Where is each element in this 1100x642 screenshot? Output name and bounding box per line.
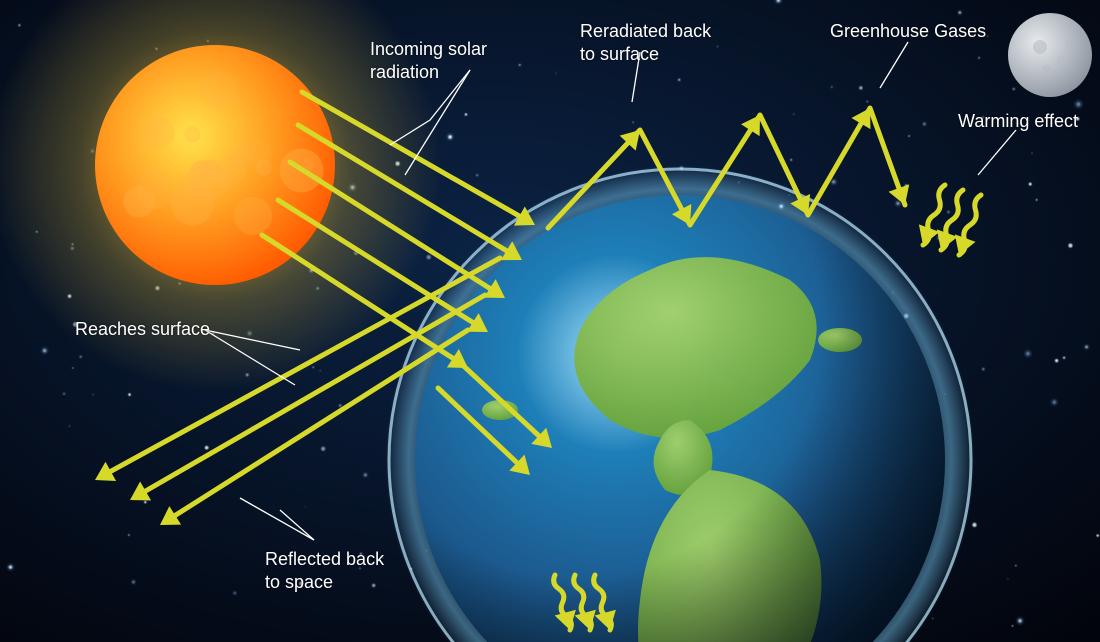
- label-greenhouse-gases: Greenhouse Gases: [830, 20, 986, 43]
- label-reaches-surface: Reaches surface: [75, 318, 210, 341]
- label-reradiated: Reradiated back to surface: [580, 20, 711, 65]
- greenhouse-effect-diagram: Incoming solar radiation Reradiated back…: [0, 0, 1100, 642]
- label-reflected: Reflected back to space: [265, 548, 384, 593]
- label-incoming-solar: Incoming solar radiation: [370, 38, 487, 83]
- label-warming-effect: Warming effect: [958, 110, 1078, 133]
